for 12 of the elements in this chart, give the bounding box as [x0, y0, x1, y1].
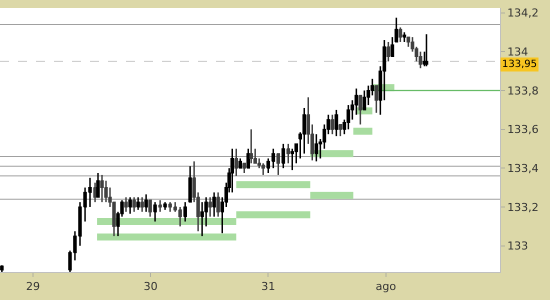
x-tick-label: ago: [376, 280, 396, 294]
y-tick-label: 133,2: [507, 200, 539, 214]
x-tick-label: 31: [261, 280, 276, 294]
x-tick-label: 29: [26, 280, 40, 294]
y-tick-label: 133,6: [507, 123, 539, 136]
y-tick-label: 133,8: [507, 84, 539, 98]
ref-line-label: 133,95: [502, 59, 537, 70]
y-tick-label: 133: [507, 240, 528, 253]
y-tick-label: 134,2: [507, 6, 539, 20]
y-tick-label: 134: [507, 46, 528, 59]
y-tick-label: 133,4: [507, 162, 539, 175]
x-tick-label: 30: [144, 280, 158, 294]
